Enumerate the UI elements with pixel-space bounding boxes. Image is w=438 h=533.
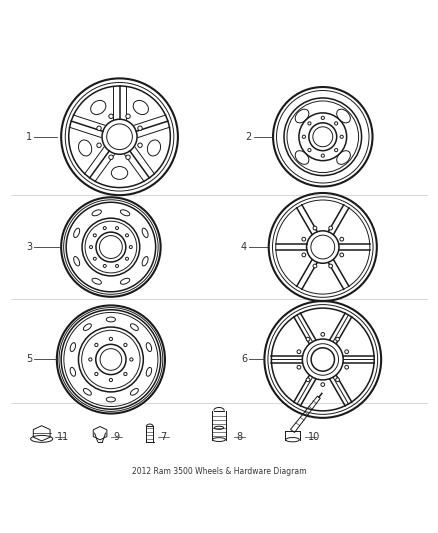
Circle shape (297, 365, 301, 369)
Circle shape (116, 264, 119, 268)
Circle shape (306, 378, 310, 382)
Circle shape (336, 337, 339, 341)
Circle shape (116, 227, 119, 230)
Circle shape (126, 155, 130, 159)
Text: 3: 3 (26, 242, 32, 252)
Text: 4: 4 (241, 242, 247, 252)
Circle shape (302, 253, 306, 257)
Circle shape (97, 126, 101, 131)
Circle shape (329, 226, 332, 230)
Circle shape (313, 264, 317, 268)
Circle shape (340, 237, 344, 241)
Circle shape (313, 226, 317, 230)
Circle shape (126, 114, 130, 118)
Text: 2: 2 (245, 132, 251, 142)
Circle shape (129, 246, 132, 248)
Text: 2012 Ram 3500 Wheels & Hardware Diagram: 2012 Ram 3500 Wheels & Hardware Diagram (132, 467, 306, 477)
Circle shape (321, 333, 325, 336)
Text: 5: 5 (26, 354, 32, 365)
Circle shape (103, 227, 106, 230)
Circle shape (329, 264, 332, 268)
Circle shape (302, 237, 306, 241)
Text: 9: 9 (113, 432, 119, 442)
Circle shape (306, 337, 310, 341)
Circle shape (138, 126, 142, 131)
Circle shape (321, 383, 325, 386)
Circle shape (97, 143, 101, 148)
Circle shape (345, 365, 349, 369)
Circle shape (340, 253, 344, 257)
Circle shape (345, 350, 349, 353)
Circle shape (93, 234, 96, 237)
Circle shape (103, 264, 106, 268)
Circle shape (126, 234, 128, 237)
Text: 1: 1 (26, 132, 32, 142)
Circle shape (297, 350, 301, 353)
Circle shape (93, 257, 96, 260)
Circle shape (126, 257, 128, 260)
Circle shape (109, 114, 113, 118)
Text: 11: 11 (57, 432, 69, 442)
Circle shape (138, 143, 142, 148)
Circle shape (109, 155, 113, 159)
Text: 8: 8 (236, 432, 242, 442)
Text: 6: 6 (241, 354, 247, 365)
Text: 10: 10 (307, 432, 320, 442)
Text: 7: 7 (161, 432, 167, 442)
Circle shape (89, 246, 92, 248)
Circle shape (336, 378, 339, 382)
